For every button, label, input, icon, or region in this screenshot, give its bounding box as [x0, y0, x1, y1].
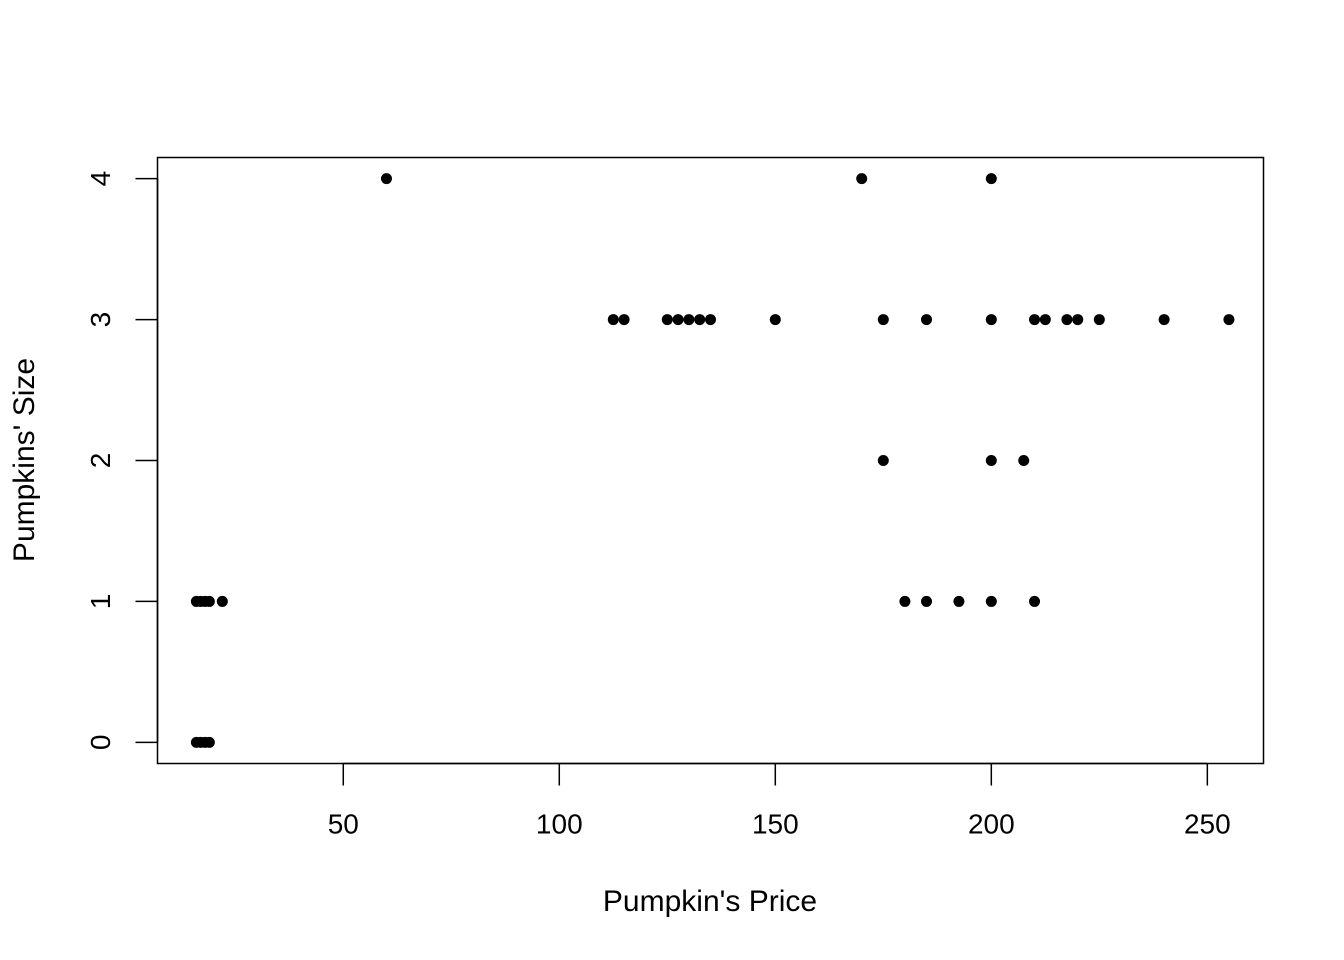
data-point	[985, 314, 997, 326]
data-point	[203, 736, 215, 748]
data-point	[899, 595, 911, 607]
y-axis: 0 1 2 3 4	[85, 171, 159, 751]
data-point	[672, 314, 684, 326]
data-point	[1039, 314, 1051, 326]
data-point	[1018, 455, 1030, 466]
data-point	[985, 173, 997, 185]
data-point	[203, 595, 215, 607]
x-tick-label: 150	[752, 809, 799, 840]
data-point	[683, 314, 695, 326]
data-point	[769, 314, 781, 326]
data-point	[985, 455, 997, 466]
data-point	[1029, 595, 1041, 607]
plot-area-frame	[156, 156, 1265, 765]
data-point	[921, 595, 933, 607]
y-tick-label: 0	[85, 735, 116, 751]
x-tick-label: 100	[536, 809, 583, 840]
data-point	[1061, 314, 1073, 326]
data-point	[1158, 314, 1170, 326]
x-axis: 50 100 150 200 250	[328, 762, 1231, 840]
data-point	[877, 455, 889, 466]
x-tick-label: 250	[1184, 809, 1231, 840]
y-tick-label: 2	[85, 453, 116, 469]
y-tick-label: 1	[85, 594, 116, 610]
data-point	[607, 314, 619, 326]
data-point	[921, 314, 933, 326]
data-point	[856, 173, 868, 185]
x-axis-title: Pumpkin's Price	[603, 885, 817, 918]
data-point	[380, 173, 392, 185]
points-layer	[190, 173, 1235, 748]
x-tick-label: 200	[968, 809, 1015, 840]
data-point	[1072, 314, 1084, 326]
data-point	[694, 314, 706, 326]
data-point	[1223, 314, 1235, 326]
data-point	[1029, 314, 1041, 326]
data-point	[216, 595, 228, 607]
data-point	[705, 314, 716, 326]
data-point	[661, 314, 673, 326]
x-tick-label: 50	[328, 809, 359, 840]
y-axis-title: Pumpkins' Size	[8, 358, 41, 562]
data-point	[985, 595, 997, 607]
data-point	[877, 314, 889, 326]
data-point	[953, 595, 965, 607]
y-tick-label: 4	[85, 171, 116, 187]
data-point	[1093, 314, 1105, 326]
data-point	[618, 314, 630, 326]
y-tick-label: 3	[85, 312, 116, 328]
